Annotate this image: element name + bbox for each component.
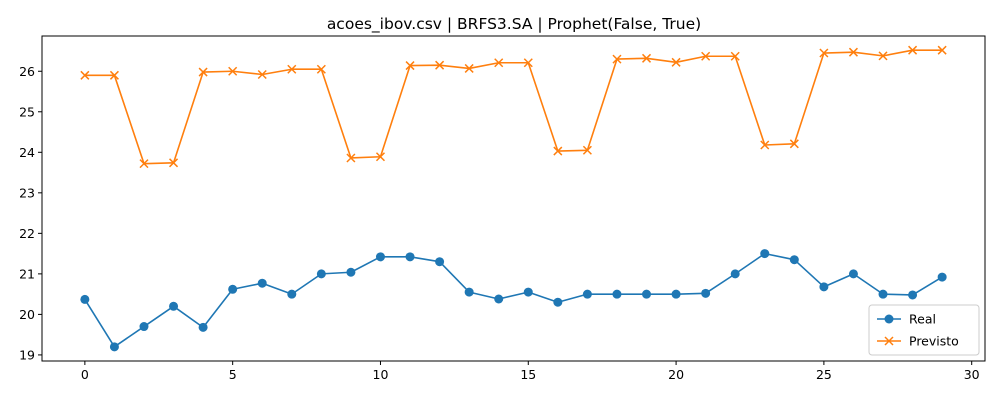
data-point-previsto bbox=[405, 61, 415, 71]
data-point-previsto bbox=[257, 69, 267, 80]
data-point-previsto bbox=[464, 63, 474, 73]
x-tick-label: 5 bbox=[229, 367, 237, 382]
data-point-previsto bbox=[169, 158, 179, 168]
y-tick-label: 21 bbox=[19, 266, 35, 281]
data-point-previsto bbox=[435, 60, 445, 70]
data-point-real bbox=[80, 294, 90, 304]
y-tick-label: 23 bbox=[19, 185, 35, 200]
data-point-real bbox=[819, 282, 829, 292]
data-point-previsto bbox=[523, 58, 533, 68]
x-tick-label: 15 bbox=[520, 367, 536, 382]
data-point-real bbox=[139, 322, 149, 332]
data-point-previsto bbox=[760, 140, 770, 150]
data-point-real bbox=[198, 322, 208, 332]
data-point-previsto bbox=[908, 45, 918, 55]
data-point-real bbox=[464, 287, 474, 297]
legend-label-real: Real bbox=[909, 312, 936, 327]
x-tick-label: 25 bbox=[816, 367, 832, 382]
data-point-previsto bbox=[316, 64, 326, 74]
data-point-real bbox=[671, 289, 681, 299]
y-tick-label: 25 bbox=[19, 104, 35, 119]
data-point-previsto bbox=[375, 152, 386, 162]
data-point-previsto bbox=[612, 54, 622, 64]
y-axis: 19 20 21 22 23 24 25 26 bbox=[19, 64, 42, 362]
data-point-previsto bbox=[109, 70, 119, 80]
data-point-real bbox=[730, 269, 740, 279]
legend-previsto-marker bbox=[884, 336, 894, 346]
x-tick-label: 20 bbox=[668, 367, 684, 382]
data-point-previsto bbox=[198, 67, 208, 77]
x-axis: 0 5 10 15 20 25 30 bbox=[81, 361, 980, 382]
data-point-real bbox=[789, 255, 799, 265]
series-line-previsto bbox=[84, 49, 943, 165]
data-point-real bbox=[642, 289, 652, 299]
y-tick-label: 20 bbox=[19, 307, 35, 322]
data-point-previsto bbox=[878, 51, 888, 61]
data-point-previsto bbox=[671, 57, 681, 67]
data-point-previsto bbox=[228, 66, 238, 76]
data-point-previsto bbox=[819, 48, 829, 58]
data-point-real bbox=[701, 288, 711, 298]
series-line-real bbox=[84, 252, 943, 348]
x-tick-label: 10 bbox=[373, 367, 389, 382]
x-tick-label: 0 bbox=[81, 367, 89, 382]
data-point-real bbox=[553, 297, 563, 307]
y-tick-label: 19 bbox=[19, 347, 35, 362]
data-point-previsto bbox=[494, 58, 504, 68]
data-point-real bbox=[582, 289, 592, 299]
chart-title: acoes_ibov.csv | BRFS3.SA | Prophet(Fals… bbox=[327, 15, 701, 34]
data-point-real bbox=[848, 269, 858, 279]
y-tick-label: 22 bbox=[19, 226, 35, 241]
data-point-real bbox=[405, 252, 415, 262]
data-point-real bbox=[109, 342, 119, 352]
data-point-real bbox=[346, 267, 356, 277]
data-point-previsto bbox=[789, 139, 799, 149]
data-point-real bbox=[287, 289, 297, 299]
data-point-real bbox=[228, 284, 238, 294]
data-point-previsto bbox=[346, 153, 356, 163]
data-point-previsto bbox=[80, 70, 90, 80]
y-tick-label: 24 bbox=[19, 145, 35, 160]
data-point-previsto bbox=[937, 45, 947, 55]
data-point-real bbox=[169, 301, 179, 311]
legend-label-previsto: Previsto bbox=[909, 334, 959, 349]
legend-real-marker bbox=[884, 314, 894, 324]
data-point-real bbox=[375, 252, 385, 262]
data-point-real bbox=[760, 249, 770, 259]
data-point-real bbox=[257, 278, 267, 288]
data-point-previsto bbox=[848, 47, 858, 57]
data-point-real bbox=[908, 290, 918, 300]
data-point-real bbox=[937, 272, 947, 282]
data-point-real bbox=[435, 257, 445, 267]
data-point-real bbox=[523, 287, 533, 297]
data-point-real bbox=[494, 294, 504, 304]
data-point-real bbox=[316, 269, 326, 279]
data-point-previsto bbox=[553, 146, 563, 156]
data-point-previsto bbox=[582, 145, 592, 155]
data-point-previsto bbox=[139, 159, 149, 169]
data-point-previsto bbox=[701, 51, 711, 61]
data-point-previsto bbox=[730, 51, 740, 61]
legend-box bbox=[868, 304, 980, 356]
data-point-real bbox=[878, 289, 888, 299]
data-point-previsto bbox=[287, 64, 297, 74]
plot-area-frame bbox=[41, 35, 986, 362]
data-point-real bbox=[612, 289, 622, 299]
y-tick-label: 26 bbox=[19, 64, 35, 79]
x-tick-label: 30 bbox=[964, 367, 980, 382]
legend: Real Previsto bbox=[868, 304, 980, 356]
series-layer bbox=[80, 45, 947, 352]
data-point-previsto bbox=[641, 53, 652, 63]
